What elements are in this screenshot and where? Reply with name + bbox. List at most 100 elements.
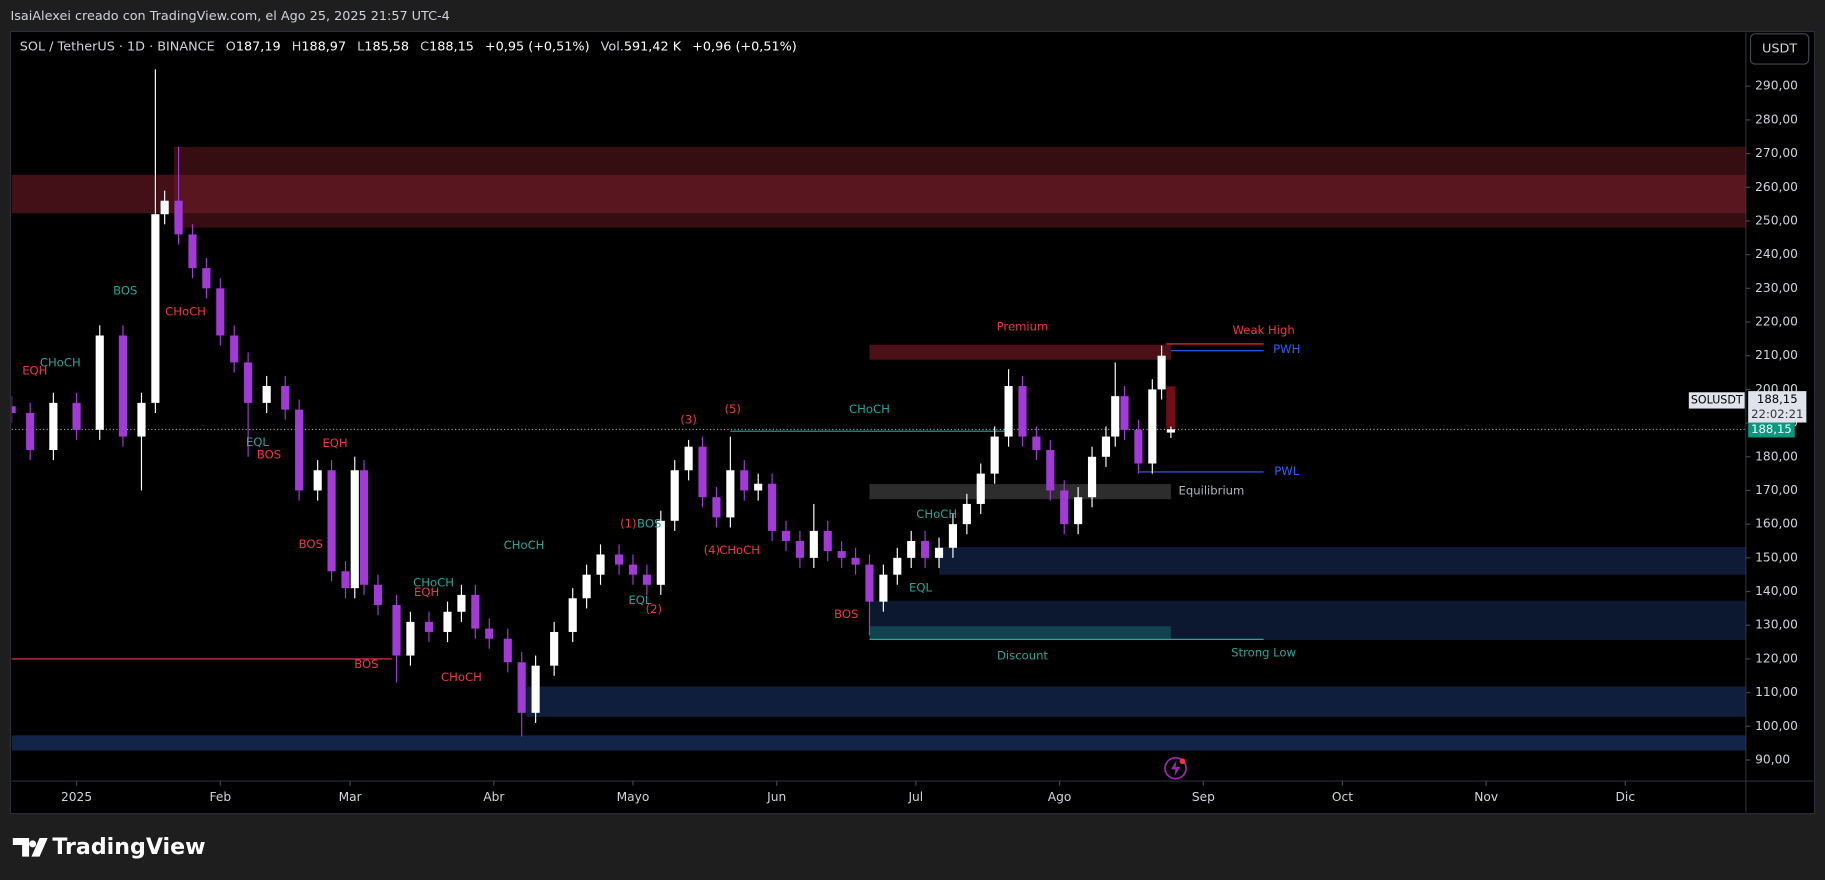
- alert-bolt[interactable]: [1170, 760, 1181, 777]
- annotation: EQH: [22, 364, 47, 378]
- symbol: SOL / TetherUS · 1D · BINANCE: [20, 39, 215, 54]
- annotation: EQH: [322, 436, 347, 450]
- price-box-countdown: 22:02:21: [1751, 407, 1803, 421]
- annotation: PWL: [1274, 464, 1300, 478]
- annotation: BOS: [354, 657, 378, 671]
- volume-change: +0,96 (+0,51%): [692, 39, 797, 54]
- chart-panel: [9, 30, 1816, 815]
- annotation: PWH: [1273, 342, 1300, 356]
- currency-label[interactable]: USDT: [1762, 41, 1797, 56]
- zone: [11, 174, 1746, 214]
- candle-body: [160, 200, 169, 215]
- last-price-label: 188,15: [1751, 422, 1792, 436]
- ohlc-value: 188,15: [429, 39, 474, 54]
- candle-body: [615, 554, 624, 565]
- y-tick-label: 130,00: [1755, 618, 1798, 632]
- candle-body: [350, 470, 359, 589]
- zone: [869, 484, 1171, 500]
- annotation: BOS: [637, 516, 661, 530]
- candle-body: [795, 541, 804, 558]
- annotation: BOS: [299, 537, 323, 551]
- candle-body: [1060, 490, 1069, 525]
- annotation: CHoCH: [413, 576, 454, 590]
- zone: [869, 626, 1171, 641]
- y-tick-label: 160,00: [1755, 517, 1798, 531]
- annotation: BOS: [257, 448, 281, 462]
- annotation: EQL: [246, 435, 269, 449]
- candle-body: [1074, 497, 1083, 525]
- candle-body: [1018, 386, 1027, 437]
- candle-body: [281, 386, 290, 410]
- volume-key: Vol.: [601, 39, 624, 54]
- zone: [869, 344, 1171, 360]
- candle-body: [72, 402, 81, 430]
- candle-body: [313, 470, 322, 491]
- annotation: EQH: [414, 585, 439, 599]
- candle-body: [443, 611, 452, 632]
- candle-body: [550, 631, 559, 666]
- candle-body: [582, 574, 591, 599]
- alert-circle[interactable]: [1164, 756, 1187, 780]
- candle-body: [373, 584, 383, 606]
- candle-body: [341, 571, 350, 589]
- candle-body: [1046, 450, 1055, 491]
- candle-body: [359, 470, 369, 585]
- axes: 90,00 100,00 110,00 120,00 130,00 140,00 150,0…: [61, 79, 1798, 804]
- candle-body: [1166, 429, 1175, 433]
- annotation: BOS: [834, 607, 858, 621]
- annotation: Weak High: [1232, 323, 1294, 337]
- annotation: CHoCH: [165, 304, 206, 318]
- y-tick-label: 210,00: [1755, 348, 1798, 362]
- candle-body: [698, 446, 707, 498]
- annotation: CHoCH: [40, 356, 81, 370]
- candle-body: [596, 554, 605, 575]
- candle-body: [174, 200, 183, 235]
- alert-dot[interactable]: [1179, 758, 1186, 765]
- candle-body: [1157, 355, 1166, 390]
- candle-body: [568, 598, 577, 632]
- change: +0,95 (+0,51%): [485, 39, 590, 54]
- y-tick-label: 100,00: [1755, 719, 1798, 733]
- brand-icon: [12, 838, 48, 857]
- zone: [526, 686, 1746, 717]
- x-tick-label: Mar: [339, 790, 363, 804]
- x-tick-label: Sep: [1192, 790, 1215, 804]
- y-tick-label: 110,00: [1755, 685, 1798, 699]
- annotation: EQL: [628, 593, 651, 607]
- x-tick-label: Jul: [907, 790, 923, 804]
- ohlc-value: 185,58: [364, 39, 409, 54]
- candle-body: [531, 665, 540, 713]
- y-tick-label: 290,00: [1755, 79, 1798, 93]
- candle-body: [907, 541, 916, 558]
- candle-body: [503, 638, 512, 663]
- candle-body: [740, 470, 749, 491]
- x-tick-label: 2025: [61, 790, 92, 804]
- candle-body: [684, 446, 693, 471]
- candle-body: [809, 530, 818, 558]
- candle-body: [457, 594, 466, 612]
- candle-body: [1120, 396, 1129, 430]
- candle-body: [118, 335, 127, 437]
- alert-icon[interactable]: [1164, 756, 1187, 780]
- candle-body: [962, 503, 971, 525]
- candle-body: [921, 541, 930, 558]
- candle-body: [781, 530, 791, 542]
- currency-button[interactable]: [1749, 33, 1810, 65]
- zone: [11, 735, 1746, 751]
- candle-body: [295, 409, 304, 491]
- candle-body: [49, 402, 58, 451]
- y-tick-label: 280,00: [1755, 112, 1798, 126]
- candle-body: [893, 557, 902, 575]
- candle-body: [976, 473, 985, 504]
- ohlc-value: 187,19: [236, 39, 281, 54]
- volume: 591,42 K: [624, 39, 682, 54]
- y-tick-label: 270,00: [1755, 146, 1798, 160]
- candle-body: [1087, 456, 1097, 498]
- candle-body: [26, 412, 35, 451]
- y-tick-label: 260,00: [1755, 180, 1798, 194]
- x-tick-label: Ago: [1048, 790, 1072, 804]
- y-tick-label: 250,00: [1755, 213, 1798, 227]
- y-tick-label: 150,00: [1755, 550, 1798, 564]
- candle-body: [628, 564, 638, 575]
